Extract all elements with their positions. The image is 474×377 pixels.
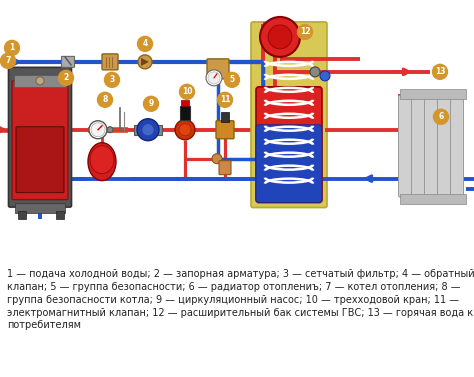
Text: 1: 1 <box>9 43 15 52</box>
Text: 9: 9 <box>148 99 154 108</box>
Circle shape <box>144 96 158 111</box>
Text: 10: 10 <box>182 87 192 96</box>
Text: 6: 6 <box>438 112 444 121</box>
FancyBboxPatch shape <box>102 54 118 70</box>
FancyBboxPatch shape <box>207 59 229 79</box>
Circle shape <box>142 124 154 136</box>
Bar <box>56 211 64 219</box>
Circle shape <box>137 37 153 51</box>
Circle shape <box>175 120 195 140</box>
FancyBboxPatch shape <box>438 95 450 197</box>
Circle shape <box>206 70 222 86</box>
Circle shape <box>137 119 159 141</box>
FancyBboxPatch shape <box>399 95 411 197</box>
Circle shape <box>98 92 112 107</box>
Ellipse shape <box>88 143 116 181</box>
Circle shape <box>298 25 312 40</box>
Circle shape <box>434 109 448 124</box>
Circle shape <box>4 40 19 55</box>
Circle shape <box>91 123 105 137</box>
Circle shape <box>208 72 220 84</box>
FancyBboxPatch shape <box>425 95 438 197</box>
Bar <box>181 100 189 106</box>
Text: 8: 8 <box>102 95 108 104</box>
Text: 7: 7 <box>5 57 11 65</box>
FancyBboxPatch shape <box>251 22 327 208</box>
Circle shape <box>107 127 113 133</box>
Circle shape <box>180 84 194 99</box>
Circle shape <box>138 55 152 69</box>
Text: 12: 12 <box>300 28 310 37</box>
Text: 13: 13 <box>435 67 445 77</box>
Circle shape <box>225 72 239 87</box>
FancyBboxPatch shape <box>9 67 72 207</box>
Circle shape <box>0 54 16 68</box>
Circle shape <box>218 92 233 107</box>
Circle shape <box>89 121 107 139</box>
FancyBboxPatch shape <box>450 95 464 197</box>
Text: 2: 2 <box>64 74 69 82</box>
Ellipse shape <box>90 146 114 174</box>
Polygon shape <box>141 58 149 66</box>
Circle shape <box>310 67 320 77</box>
Circle shape <box>179 124 191 136</box>
Bar <box>14 75 66 87</box>
FancyBboxPatch shape <box>411 95 425 197</box>
Bar <box>15 202 65 213</box>
Bar <box>400 89 466 99</box>
FancyBboxPatch shape <box>256 87 322 202</box>
Text: 11: 11 <box>220 95 230 104</box>
Text: 4: 4 <box>142 40 147 48</box>
Bar <box>180 106 190 120</box>
Bar <box>400 194 466 204</box>
Circle shape <box>58 70 73 85</box>
FancyBboxPatch shape <box>256 125 322 202</box>
Circle shape <box>268 25 292 49</box>
Circle shape <box>212 154 222 164</box>
FancyBboxPatch shape <box>216 121 234 139</box>
Circle shape <box>36 77 44 85</box>
FancyBboxPatch shape <box>16 127 64 193</box>
Bar <box>18 211 26 219</box>
Text: 1 — подача холодной воды; 2 — запорная арматура; 3 — сетчатый фильтр; 4 — обратн: 1 — подача холодной воды; 2 — запорная а… <box>7 269 474 330</box>
Bar <box>134 125 162 135</box>
Circle shape <box>432 64 447 79</box>
Circle shape <box>260 17 300 57</box>
Circle shape <box>104 72 119 87</box>
Text: 3: 3 <box>109 75 115 84</box>
FancyBboxPatch shape <box>219 161 231 175</box>
Text: 5: 5 <box>229 75 235 84</box>
Bar <box>221 112 229 122</box>
FancyBboxPatch shape <box>62 57 74 67</box>
FancyBboxPatch shape <box>12 81 68 199</box>
Circle shape <box>320 71 330 81</box>
